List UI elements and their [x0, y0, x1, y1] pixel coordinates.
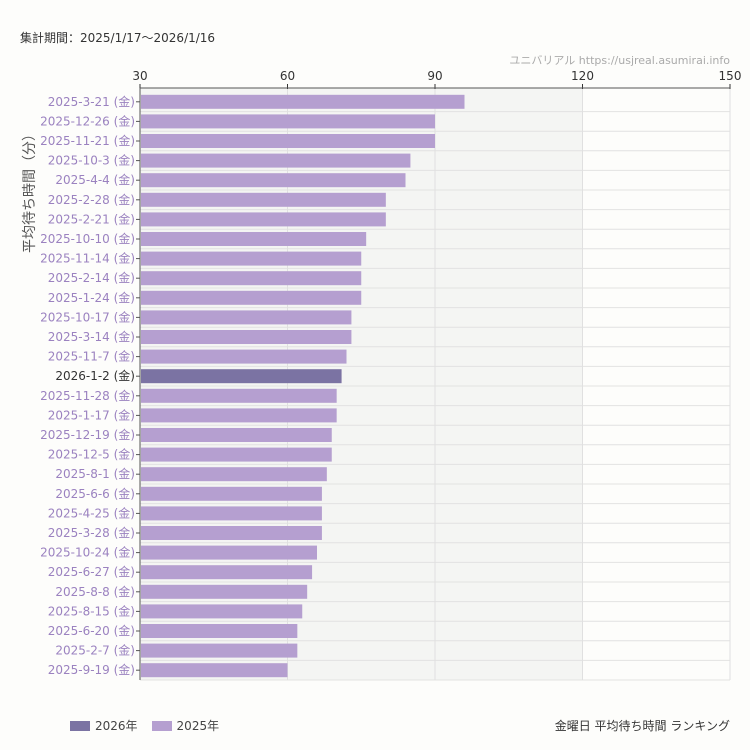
bar [141, 330, 352, 344]
legend-swatch [70, 721, 90, 731]
y-tick-label: 2025-10-10 (金) [40, 231, 135, 246]
y-tick-label: 2025-2-14 (金) [48, 270, 135, 285]
bar [141, 369, 342, 384]
y-tick-label: 2025-10-3 (金) [48, 153, 135, 168]
bar [141, 624, 298, 638]
y-tick-label: 2025-8-1 (金) [55, 466, 135, 481]
y-tick-label: 2025-11-21 (金) [40, 133, 135, 148]
bar [141, 663, 288, 678]
y-tick-label: 2025-6-27 (金) [48, 564, 135, 579]
bar [141, 486, 322, 501]
y-tick-label: 2025-3-14 (金) [48, 329, 135, 344]
legend: 2026年 2025年 [70, 717, 219, 734]
bar [141, 604, 303, 619]
bar [141, 251, 362, 266]
bar [141, 134, 435, 148]
bar [141, 584, 308, 599]
legend-item-2026[interactable]: 2026年 [70, 717, 138, 734]
y-tick-label: 2025-12-19 (金) [40, 427, 135, 442]
bar [141, 114, 435, 129]
y-tick-label: 2025-8-15 (金) [48, 603, 135, 618]
y-tick-label: 2025-2-21 (金) [48, 211, 135, 226]
bar [141, 545, 317, 560]
bar [141, 408, 337, 423]
y-tick-label: 2025-11-7 (金) [48, 349, 135, 364]
y-tick-label: 2025-9-19 (金) [48, 662, 135, 677]
bar [141, 310, 352, 325]
x-tick-label: 90 [427, 69, 442, 83]
y-tick-label: 2025-10-24 (金) [40, 545, 135, 560]
x-tick-label: 30 [132, 69, 147, 83]
y-tick-label: 2025-1-17 (金) [48, 407, 135, 422]
period-label: 集計期間：2025/1/17〜2026/1/16 [20, 31, 216, 45]
bar [141, 290, 362, 305]
y-tick-label: 2025-3-28 (金) [48, 525, 135, 540]
bar [141, 192, 386, 207]
chart-title: 金曜日 平均待ち時間 ランキング [554, 719, 730, 733]
y-tick-label: 2025-4-4 (金) [55, 172, 135, 187]
y-tick-label: 2025-1-24 (金) [48, 290, 135, 305]
bar [141, 467, 327, 482]
bar [141, 565, 313, 580]
x-tick-label: 120 [571, 69, 594, 83]
y-tick-label: 2025-8-8 (金) [55, 584, 135, 599]
bar [141, 349, 347, 364]
bar [141, 506, 322, 521]
y-tick-label: 2025-6-20 (金) [48, 623, 135, 638]
y-tick-label: 2025-3-21 (金) [48, 94, 135, 109]
y-tick-label: 2025-2-28 (金) [48, 192, 135, 207]
y-tick-label: 2025-4-25 (金) [48, 505, 135, 520]
bar [141, 153, 411, 168]
y-tick-label: 2025-2-7 (金) [55, 643, 135, 658]
y-tick-label: 2025-11-28 (金) [40, 388, 135, 403]
bar [141, 94, 465, 109]
legend-swatch [151, 721, 172, 731]
bar [141, 173, 406, 188]
bar [141, 271, 362, 286]
legend-item-2025[interactable]: 2025年 [151, 717, 220, 734]
y-tick-label: 2025-12-26 (金) [40, 113, 135, 128]
bar [141, 526, 322, 540]
site-watermark: ユニバリアル https://usjreal.asumirai.info [509, 54, 730, 67]
y-tick-label: 2025-12-5 (金) [48, 447, 135, 462]
bar [141, 212, 386, 227]
y-axis-title: 平均待ち時間（分） [22, 127, 38, 253]
x-tick-label: 60 [280, 69, 295, 83]
legend-label: 2026年 [95, 719, 138, 733]
y-tick-label: 2025-10-17 (金) [40, 309, 135, 324]
y-tick-label: 2025-11-14 (金) [40, 251, 135, 266]
legend-label: 2025年 [176, 719, 220, 733]
x-tick-label: 150 [719, 69, 742, 83]
bar [141, 643, 298, 658]
bar [141, 232, 367, 246]
bar [141, 428, 332, 442]
y-tick-label: 2025-6-6 (金) [55, 486, 135, 501]
bar [141, 447, 332, 462]
y-tick-label: 2026-1-2 (金) [55, 368, 135, 383]
bar [141, 388, 337, 403]
